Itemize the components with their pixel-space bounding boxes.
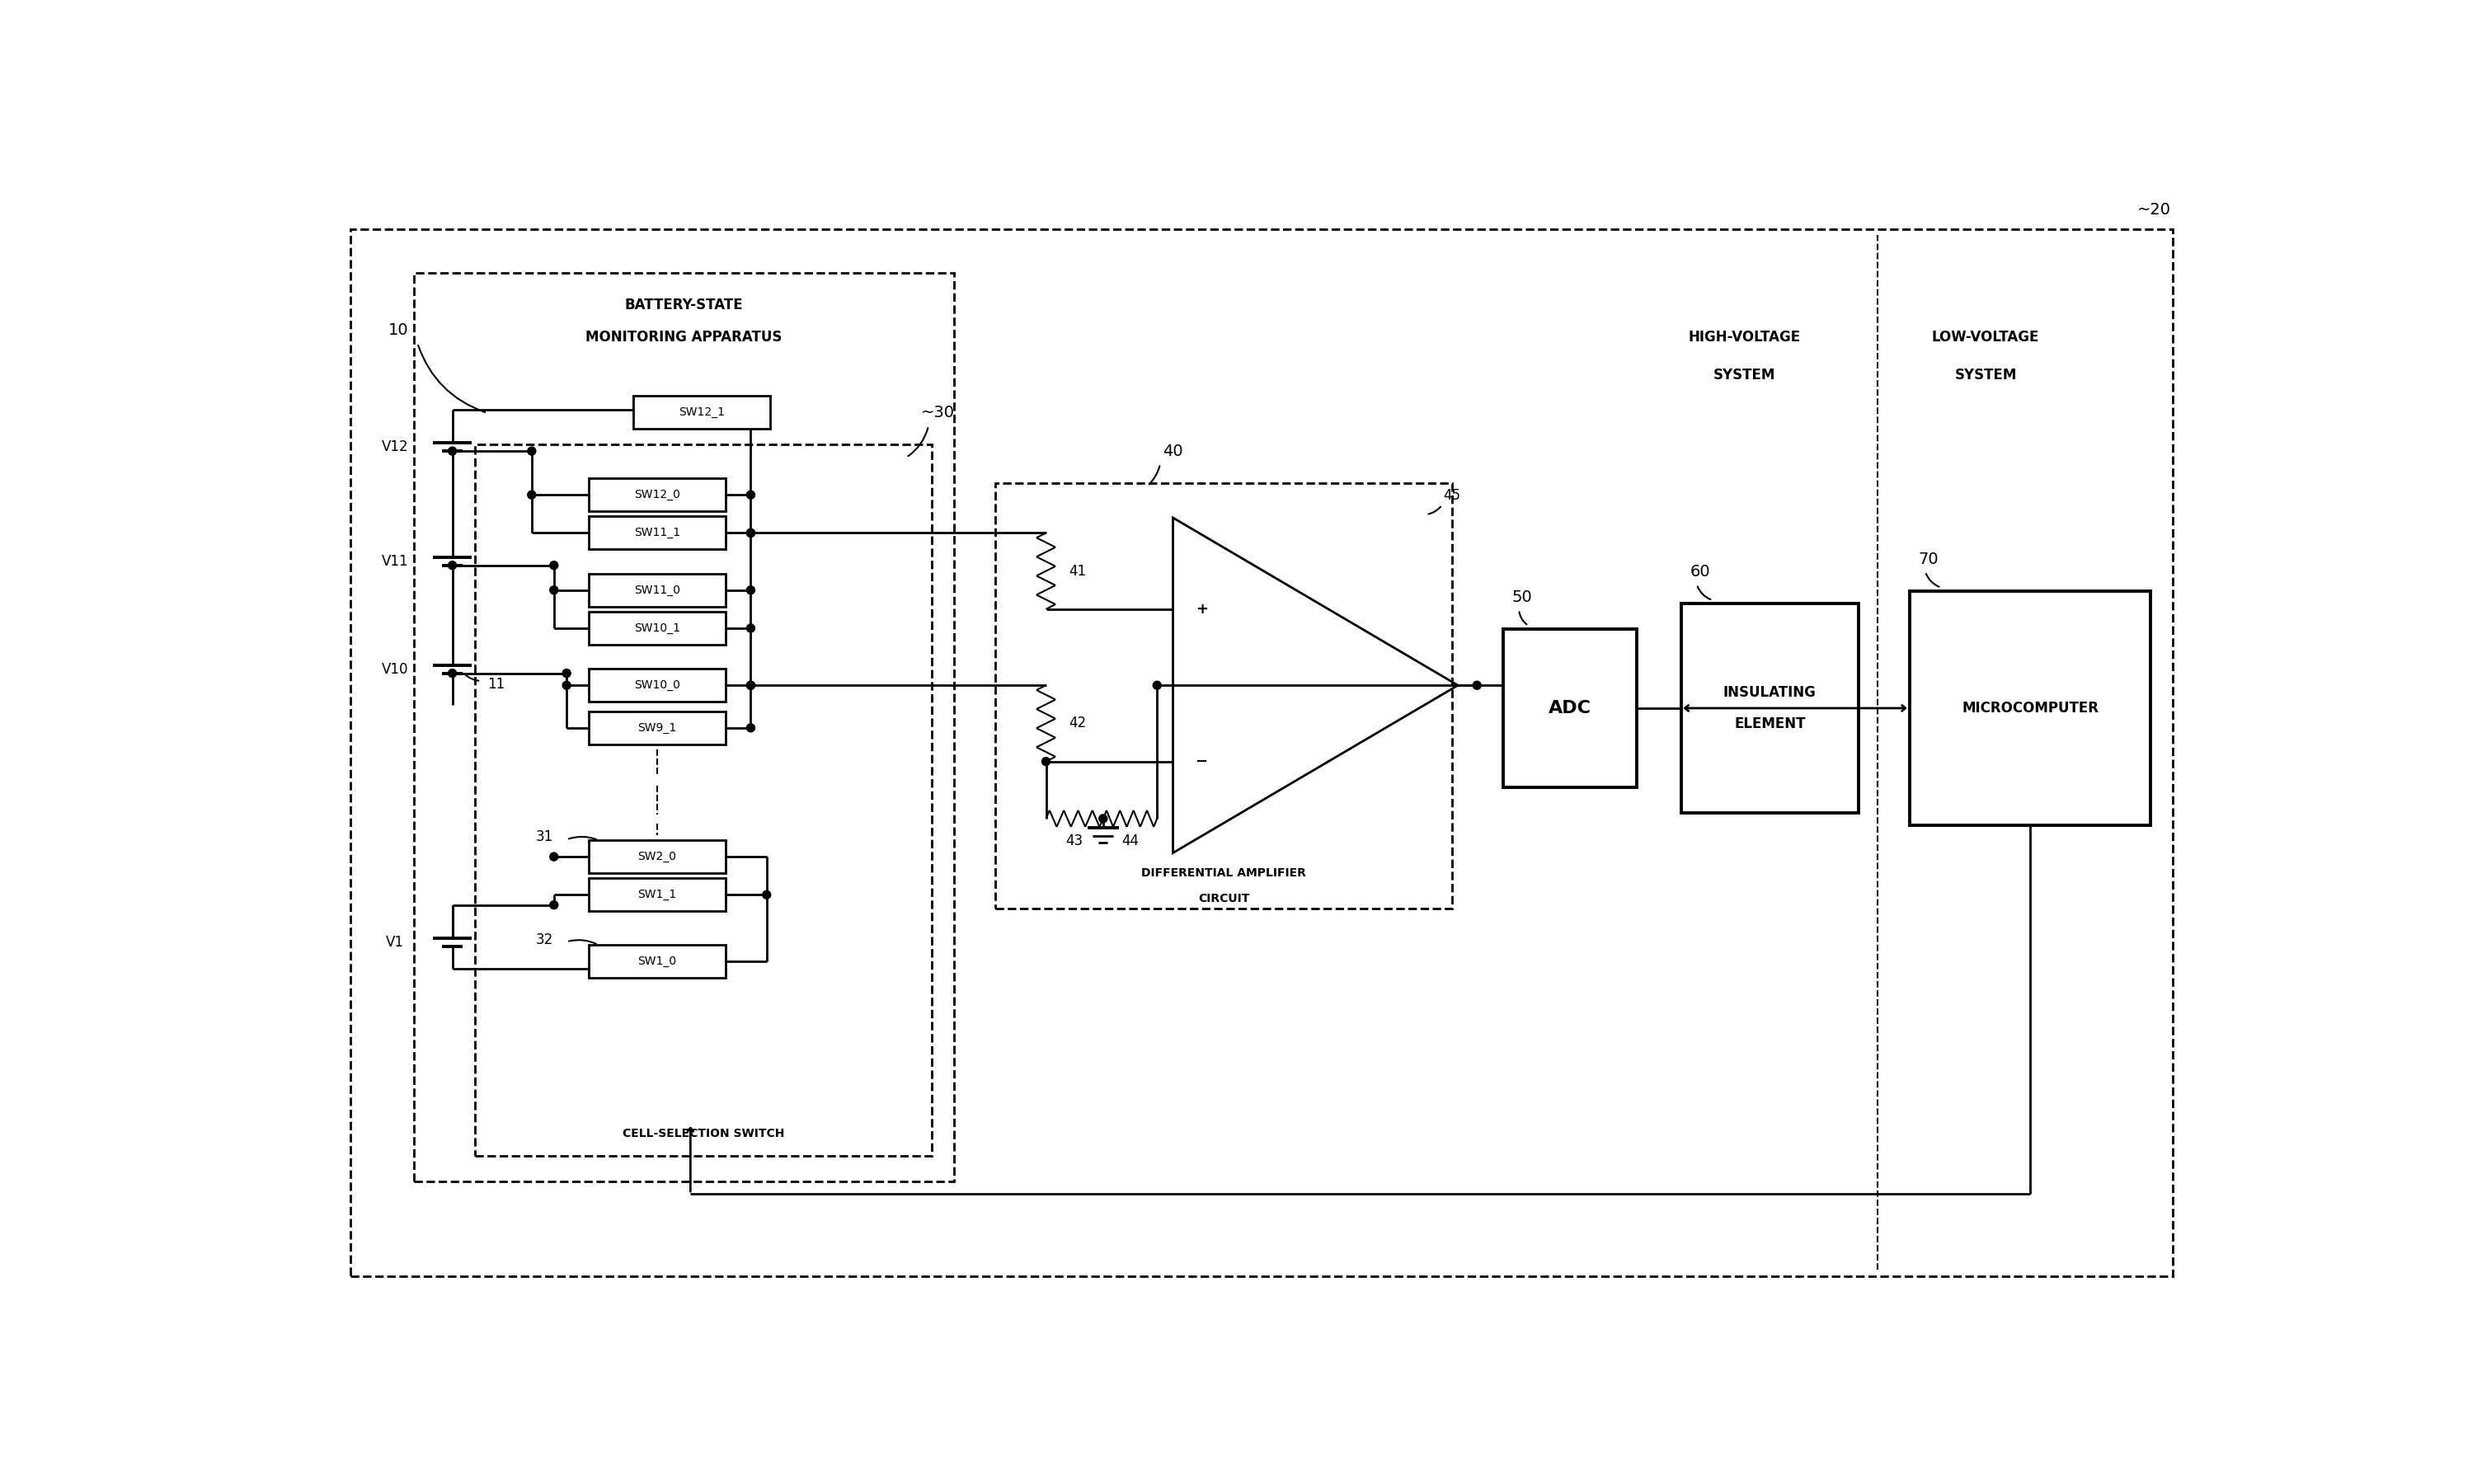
Bar bbox=[590, 478, 726, 512]
Bar bbox=[1504, 629, 1637, 788]
Text: ADC: ADC bbox=[1548, 700, 1590, 717]
Circle shape bbox=[746, 625, 755, 632]
Text: MICROCOMPUTER: MICROCOMPUTER bbox=[1962, 700, 2098, 715]
Text: +: + bbox=[1196, 601, 1209, 616]
Text: SW1_1: SW1_1 bbox=[637, 889, 676, 901]
Text: MONITORING APPARATUS: MONITORING APPARATUS bbox=[585, 329, 783, 344]
Text: 70: 70 bbox=[1917, 551, 1939, 567]
Bar bbox=[590, 574, 726, 607]
Text: 31: 31 bbox=[535, 830, 552, 844]
Circle shape bbox=[448, 669, 456, 677]
Text: LOW-VOLTAGE: LOW-VOLTAGE bbox=[1932, 329, 2039, 344]
Circle shape bbox=[746, 681, 755, 690]
Circle shape bbox=[562, 669, 570, 677]
Text: 40: 40 bbox=[1162, 444, 1184, 459]
Text: ~20: ~20 bbox=[2138, 202, 2170, 218]
Text: V11: V11 bbox=[381, 554, 409, 568]
Text: 42: 42 bbox=[1070, 715, 1087, 730]
Circle shape bbox=[746, 528, 755, 537]
Text: ~30: ~30 bbox=[921, 405, 956, 421]
Text: SW1_0: SW1_0 bbox=[637, 956, 676, 968]
Text: SW11_1: SW11_1 bbox=[634, 527, 681, 539]
Circle shape bbox=[763, 890, 770, 899]
Text: V12: V12 bbox=[381, 439, 409, 454]
Text: SW9_1: SW9_1 bbox=[637, 723, 676, 733]
Circle shape bbox=[746, 681, 755, 690]
Bar bbox=[590, 879, 726, 911]
Circle shape bbox=[1152, 681, 1162, 690]
Bar bbox=[1910, 591, 2150, 825]
Circle shape bbox=[746, 586, 755, 594]
Bar bbox=[996, 482, 1452, 908]
Circle shape bbox=[550, 901, 557, 910]
Text: SYSTEM: SYSTEM bbox=[1954, 368, 2016, 383]
Bar bbox=[590, 516, 726, 549]
Text: SW10_1: SW10_1 bbox=[634, 622, 681, 634]
Circle shape bbox=[550, 853, 557, 861]
Bar bbox=[590, 669, 726, 702]
Text: SW12_0: SW12_0 bbox=[634, 490, 681, 500]
Circle shape bbox=[1100, 815, 1107, 822]
Circle shape bbox=[562, 681, 570, 690]
Text: 41: 41 bbox=[1070, 564, 1087, 579]
Text: SYSTEM: SYSTEM bbox=[1714, 368, 1776, 383]
Text: HIGH-VOLTAGE: HIGH-VOLTAGE bbox=[1689, 329, 1801, 344]
Bar bbox=[590, 840, 726, 873]
Circle shape bbox=[746, 491, 755, 499]
Text: SW11_0: SW11_0 bbox=[634, 585, 681, 597]
Circle shape bbox=[528, 491, 535, 499]
Text: SW10_0: SW10_0 bbox=[634, 680, 681, 692]
Bar bbox=[590, 711, 726, 745]
Text: 10: 10 bbox=[389, 322, 409, 338]
Text: 60: 60 bbox=[1689, 564, 1709, 580]
Text: 50: 50 bbox=[1511, 589, 1533, 605]
Text: SW12_1: SW12_1 bbox=[679, 407, 726, 418]
Bar bbox=[590, 611, 726, 644]
Circle shape bbox=[746, 528, 755, 537]
Text: ELEMENT: ELEMENT bbox=[1734, 717, 1806, 732]
Circle shape bbox=[550, 561, 557, 570]
Text: 45: 45 bbox=[1444, 488, 1461, 503]
Text: 43: 43 bbox=[1065, 834, 1082, 849]
Bar bbox=[476, 445, 931, 1156]
Text: 11: 11 bbox=[488, 677, 505, 692]
Circle shape bbox=[550, 586, 557, 594]
Bar bbox=[590, 945, 726, 978]
Text: DIFFERENTIAL AMPLIFIER: DIFFERENTIAL AMPLIFIER bbox=[1142, 868, 1305, 879]
Bar bbox=[1682, 604, 1858, 813]
Circle shape bbox=[448, 561, 456, 570]
Circle shape bbox=[448, 447, 456, 456]
Text: BATTERY-STATE: BATTERY-STATE bbox=[624, 298, 743, 313]
Bar bbox=[634, 396, 770, 429]
Circle shape bbox=[746, 724, 755, 732]
Text: 32: 32 bbox=[535, 932, 552, 947]
Circle shape bbox=[1474, 681, 1481, 690]
Text: INSULATING: INSULATING bbox=[1724, 684, 1816, 699]
Circle shape bbox=[528, 447, 535, 456]
Text: −: − bbox=[1196, 754, 1209, 769]
Circle shape bbox=[1043, 757, 1050, 766]
Text: SW2_0: SW2_0 bbox=[637, 850, 676, 862]
Bar bbox=[414, 273, 954, 1181]
Text: V1: V1 bbox=[386, 935, 404, 950]
Text: 44: 44 bbox=[1122, 834, 1139, 849]
Text: CELL-SELECTION SWITCH: CELL-SELECTION SWITCH bbox=[622, 1128, 785, 1140]
Text: CIRCUIT: CIRCUIT bbox=[1199, 893, 1248, 904]
Text: V10: V10 bbox=[381, 662, 409, 677]
